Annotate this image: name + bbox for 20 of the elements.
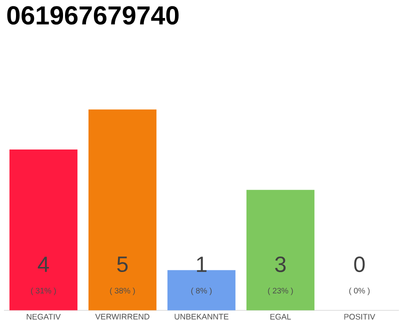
bar (9, 150, 78, 310)
annotation: ( 8% ) (191, 288, 212, 296)
annotation: ( 38% ) (110, 288, 135, 296)
data-label: 5 (117, 256, 128, 272)
bar (246, 190, 314, 310)
chart-title: 061967679740 (7, 6, 179, 25)
data-label: 1 (197, 256, 206, 272)
x-tick-label: EGAL (270, 314, 291, 320)
bar (88, 109, 156, 310)
data-label: 0 (354, 256, 365, 272)
annotation: ( 23% ) (268, 288, 293, 296)
data-label: 3 (275, 256, 286, 272)
x-tick-label: POSITIV (344, 314, 376, 320)
x-tick-label: VERWIRREND (95, 314, 150, 320)
bar (167, 270, 236, 310)
x-tick-label: NEGATIV (26, 314, 61, 320)
annotation: ( 31% ) (31, 288, 56, 296)
data-label: 4 (38, 256, 49, 272)
annotation: ( 0% ) (349, 288, 370, 296)
x-tick-label: UNBEKANNTE (174, 314, 228, 320)
